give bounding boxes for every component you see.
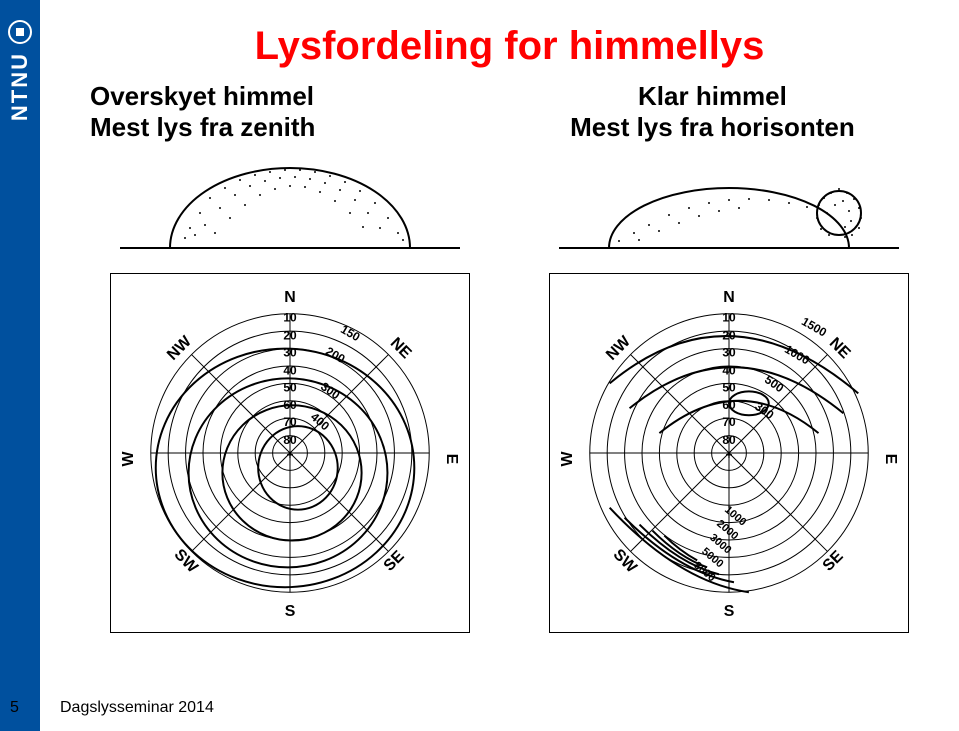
svg-text:SW: SW — [170, 546, 200, 576]
left-subtitle-1: Overskyet himmel — [90, 81, 483, 112]
svg-text:N: N — [724, 289, 736, 306]
slide-title: Lysfordeling for himmellys — [90, 24, 929, 69]
svg-text:300: 300 — [318, 379, 343, 402]
svg-text:50: 50 — [723, 380, 737, 394]
overcast-column: 10 20 30 40 50 60 70 80 + N NE E — [90, 153, 490, 633]
ntnu-label: NTNU — [7, 52, 33, 121]
svg-text:10: 10 — [283, 311, 297, 325]
ntnu-sidebar: NTNU — [0, 0, 40, 731]
svg-text:10: 10 — [723, 311, 737, 325]
svg-text:400: 400 — [308, 410, 333, 434]
subtitle-row: Overskyet himmel Mest lys fra zenith Kla… — [90, 81, 929, 143]
svg-text:NE: NE — [826, 335, 854, 363]
svg-text:S: S — [284, 603, 295, 620]
svg-text:500: 500 — [762, 372, 787, 395]
right-subtitle-1: Klar himmel — [516, 81, 909, 112]
svg-text:NE: NE — [387, 335, 415, 363]
clear-dome-sketch — [549, 153, 909, 263]
right-subtitle: Klar himmel Mest lys fra horisonten — [516, 81, 909, 143]
overcast-polar-plot: 10 20 30 40 50 60 70 80 + N NE E — [110, 273, 470, 633]
svg-text:SE: SE — [820, 548, 847, 575]
diagram-row: 10 20 30 40 50 60 70 80 + N NE E — [90, 153, 929, 633]
slide-content: Lysfordeling for himmellys Overskyet him… — [40, 0, 959, 731]
svg-text:+: + — [286, 448, 293, 462]
svg-text:SW: SW — [610, 546, 640, 576]
svg-text:+: + — [726, 448, 733, 462]
svg-text:E: E — [882, 454, 899, 465]
svg-text:70: 70 — [723, 415, 737, 429]
ntnu-logo-icon — [8, 20, 32, 44]
svg-text:80: 80 — [723, 433, 737, 447]
svg-text:80: 80 — [283, 433, 297, 447]
clear-column: 10 20 30 40 50 60 70 80 + N NE E S — [530, 153, 930, 633]
svg-text:40: 40 — [283, 363, 297, 377]
svg-text:200: 200 — [323, 344, 348, 366]
svg-text:1000: 1000 — [782, 342, 812, 368]
svg-text:150: 150 — [338, 322, 363, 344]
svg-text:W: W — [559, 451, 576, 466]
right-subtitle-2: Mest lys fra horisonten — [516, 112, 909, 143]
svg-text:40: 40 — [723, 363, 737, 377]
page-number: 5 — [10, 699, 19, 717]
svg-text:NW: NW — [603, 333, 634, 364]
footer-text: Dagslysseminar 2014 — [60, 699, 214, 717]
left-subtitle: Overskyet himmel Mest lys fra zenith — [90, 81, 483, 143]
svg-text:E: E — [443, 454, 460, 465]
left-subtitle-2: Mest lys fra zenith — [90, 112, 483, 143]
svg-text:S: S — [724, 603, 735, 620]
svg-text:50: 50 — [283, 380, 297, 394]
svg-text:W: W — [120, 451, 137, 466]
svg-text:SE: SE — [380, 548, 407, 575]
svg-text:30: 30 — [723, 346, 737, 360]
clear-polar-plot: 10 20 30 40 50 60 70 80 + N NE E S — [549, 273, 909, 633]
svg-text:20: 20 — [283, 329, 297, 343]
svg-text:NW: NW — [164, 333, 195, 364]
svg-text:N: N — [284, 289, 296, 306]
overcast-dome-sketch — [110, 153, 470, 263]
